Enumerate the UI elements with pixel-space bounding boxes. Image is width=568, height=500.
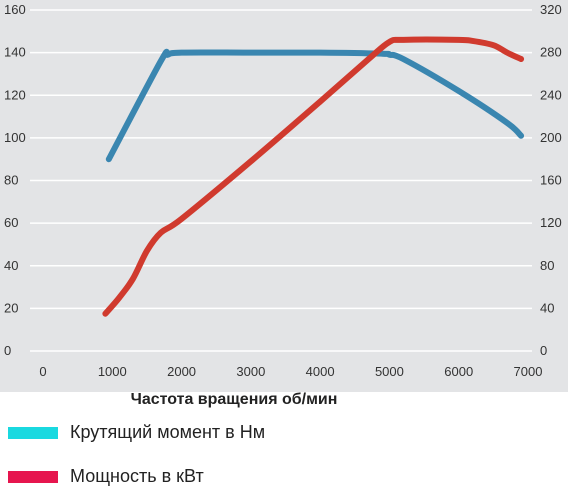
x-tick-label: 5000 [375, 364, 404, 379]
x-axis-label: Частота вращения об/мин [131, 391, 338, 408]
x-tick-label: 1000 [98, 364, 127, 379]
legend-label-torque: Крутящий момент в Нм [70, 422, 266, 442]
y-tick-label: 100 [4, 130, 26, 145]
y2-tick-label: 40 [540, 300, 554, 315]
y-tick-label: 0 [4, 343, 11, 358]
x-tick-label: 4000 [306, 364, 335, 379]
y-tick-label: 20 [4, 300, 18, 315]
x-axis-ticks: 0 1000 2000 3000 4000 5000 6000 7000 [39, 364, 542, 379]
y2-tick-label: 0 [540, 343, 547, 358]
legend-label-power: Мощность в кВт [70, 466, 204, 486]
legend-item-power: Мощность в кВт [8, 466, 204, 487]
y-axis-right-ticks: 0 40 80 120 160 200 240 280 320 [540, 2, 562, 358]
y2-tick-label: 320 [540, 2, 562, 17]
y2-tick-label: 120 [540, 215, 562, 230]
y-axis-left-ticks: 0 20 40 60 80 100 120 140 160 [4, 2, 26, 358]
x-tick-label: 7000 [514, 364, 543, 379]
y-tick-label: 60 [4, 215, 18, 230]
y2-tick-label: 80 [540, 258, 554, 273]
torque-line [105, 48, 525, 163]
x-tick-label: 2000 [167, 364, 196, 379]
y2-tick-label: 200 [540, 130, 562, 145]
y-tick-label: 80 [4, 173, 18, 188]
legend-item-torque: Крутящий момент в Нм [8, 422, 265, 443]
x-tick-label: 0 [39, 364, 46, 379]
power-line [102, 36, 525, 317]
plot-background [0, 0, 568, 392]
y-tick-label: 140 [4, 45, 26, 60]
y2-tick-label: 240 [540, 87, 562, 102]
y-tick-label: 40 [4, 258, 18, 273]
y2-tick-label: 160 [540, 173, 562, 188]
x-tick-label: 3000 [236, 364, 265, 379]
legend-swatch-torque [8, 426, 58, 439]
legend-swatch-power [8, 470, 58, 483]
series-lines [102, 36, 525, 317]
y-tick-label: 120 [4, 87, 26, 102]
x-tick-label: 6000 [444, 364, 473, 379]
y-tick-label: 160 [4, 2, 26, 17]
y2-tick-label: 280 [540, 45, 562, 60]
